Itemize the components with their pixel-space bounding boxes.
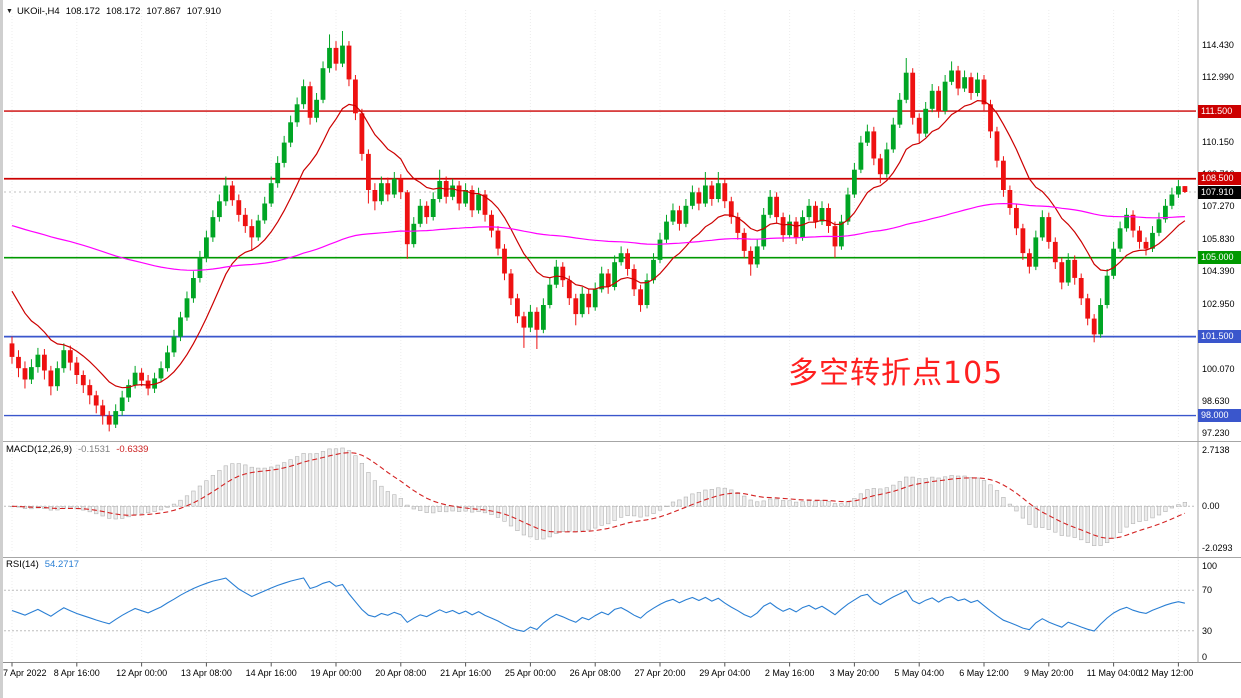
time-axis-label: 25 Apr 00:00 bbox=[504, 668, 556, 678]
price-axis-label: 97.230 bbox=[1202, 427, 1230, 438]
price-badge: 105.000 bbox=[1198, 251, 1241, 265]
rsi-scale-label: 70 bbox=[1202, 585, 1213, 596]
time-axis-label: 20 Apr 08:00 bbox=[375, 668, 427, 678]
macd-value-main: -0.1531 bbox=[78, 444, 111, 455]
annotation-text[interactable]: 多空转折点105 bbox=[788, 356, 1004, 391]
macd-signal-line bbox=[11, 452, 1186, 539]
rsi-scale-label: 30 bbox=[1202, 625, 1213, 636]
macd-value-signal: -0.6339 bbox=[116, 444, 149, 455]
time-axis-label: 7 Apr 2022 bbox=[3, 668, 47, 678]
price-badge: 98.000 bbox=[1198, 409, 1241, 423]
price-badge: 101.500 bbox=[1198, 330, 1241, 344]
time-axis-label: 21 Apr 16:00 bbox=[440, 668, 492, 678]
collapse-arrow-icon[interactable]: ▼ bbox=[6, 8, 13, 15]
time-axis-label: 27 Apr 20:00 bbox=[634, 668, 686, 678]
price-axis-label: 102.950 bbox=[1202, 298, 1235, 309]
macd-scale-label: -2.0293 bbox=[1202, 543, 1233, 554]
rsi-indicator-label: RSI(14) 54.2717 bbox=[6, 559, 79, 570]
time-axis-label: 13 Apr 08:00 bbox=[180, 668, 232, 678]
time-axis-label: 19 Apr 00:00 bbox=[310, 668, 362, 678]
time-axis-label: 26 Apr 08:00 bbox=[569, 668, 621, 678]
time-axis-label: 5 May 04:00 bbox=[894, 668, 944, 678]
symbol-timeframe-label: UKOil-,H4 bbox=[16, 6, 60, 17]
rsi-name: RSI(14) bbox=[6, 559, 39, 570]
price-axis-label: 114.430 bbox=[1202, 39, 1234, 50]
rsi-value: 54.2717 bbox=[44, 559, 80, 570]
rsi-line bbox=[11, 577, 1186, 632]
time-axis-label: 11 May 04:00 bbox=[1086, 668, 1141, 678]
moving-average-13 bbox=[11, 99, 1186, 389]
ohlc-high: 108.172 bbox=[106, 6, 141, 17]
chart-header: ▼ UKOil-,H4 108.172 108.172 107.867 107.910 bbox=[6, 6, 221, 17]
price-axis-label: 105.830 bbox=[1202, 233, 1235, 244]
time-axis-label: 12 May 12:00 bbox=[1138, 668, 1194, 678]
rsi-panel bbox=[4, 577, 1196, 632]
time-axis-label: 8 Apr 16:00 bbox=[53, 668, 100, 678]
window-edge bbox=[0, 0, 3, 698]
moving-average-150 bbox=[11, 202, 1185, 271]
time-axis-label: 29 Apr 04:00 bbox=[699, 668, 751, 678]
macd-panel bbox=[4, 447, 1196, 546]
price-axis-label: 104.390 bbox=[1202, 266, 1235, 277]
price-axis-label: 100.070 bbox=[1202, 363, 1235, 374]
ohlc-low: 107.867 bbox=[146, 6, 181, 17]
time-axis-label: 14 Apr 16:00 bbox=[245, 668, 297, 678]
macd-indicator-label: MACD(12,26,9) -0.1531 -0.6339 bbox=[6, 444, 148, 455]
ohlc-open: 108.172 bbox=[65, 6, 101, 17]
price-axis-label: 112.990 bbox=[1202, 72, 1234, 83]
price-badge: 111.500 bbox=[1198, 104, 1241, 118]
price-axis-label: 98.630 bbox=[1202, 396, 1230, 407]
time-axis-label: 6 May 12:00 bbox=[959, 668, 1009, 678]
candlestick-series bbox=[9, 31, 1188, 432]
rsi-scale-label: 100 bbox=[1202, 561, 1218, 571]
time-axis-label: 12 Apr 00:00 bbox=[116, 668, 168, 678]
macd-name: MACD(12,26,9) bbox=[6, 444, 72, 455]
price-axis-label: 107.270 bbox=[1202, 201, 1235, 212]
price-badge: 108.500 bbox=[1198, 172, 1241, 186]
price-badge: 107.910 bbox=[1198, 185, 1241, 199]
time-axis-label: 3 May 20:00 bbox=[829, 668, 880, 678]
macd-scale-label: 2.7138 bbox=[1202, 444, 1230, 455]
time-axis-label: 2 May 16:00 bbox=[764, 668, 815, 678]
time-axis-label: 9 May 20:00 bbox=[1024, 668, 1074, 678]
macd-scale-label: 0.00 bbox=[1202, 501, 1220, 512]
price-axis-label: 110.150 bbox=[1202, 136, 1234, 147]
price-level-lines[interactable] bbox=[4, 110, 1196, 417]
ohlc-close: 107.910 bbox=[186, 6, 222, 17]
rsi-scale-label: 0 bbox=[1202, 652, 1208, 662]
axes-and-separators bbox=[0, 0, 1241, 667]
